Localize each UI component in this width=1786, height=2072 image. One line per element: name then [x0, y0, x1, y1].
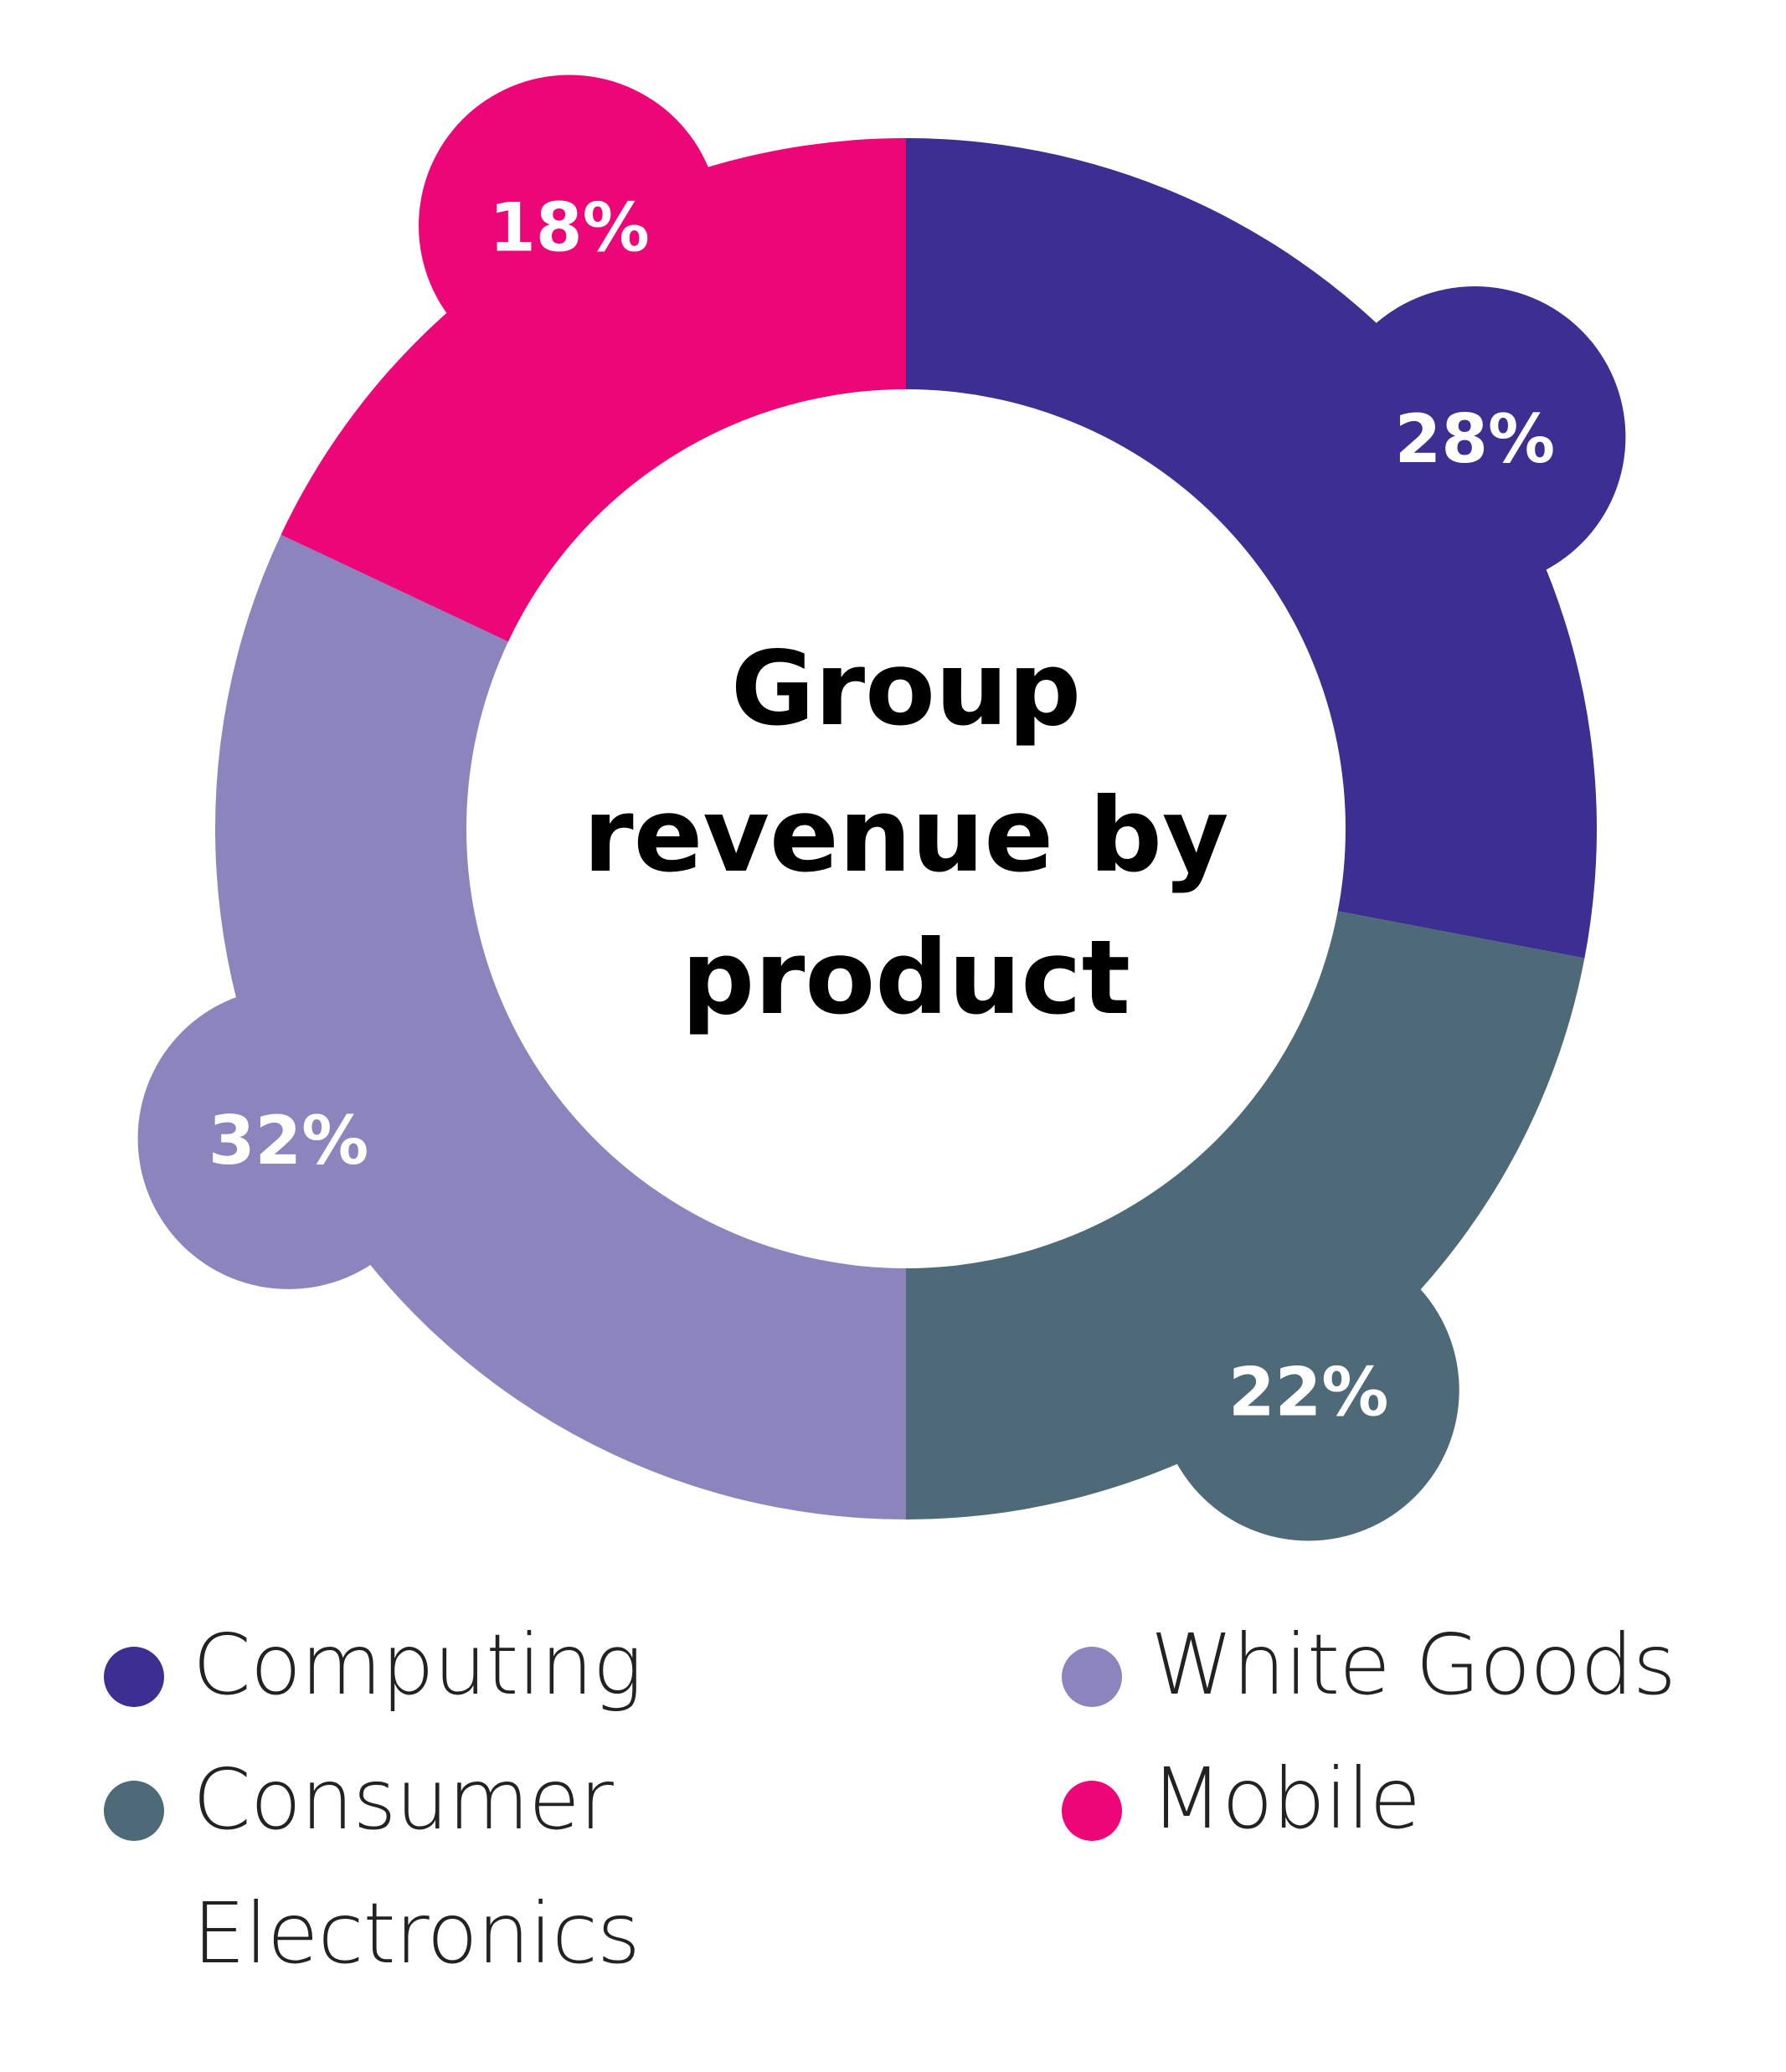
data-label-white-goods: 32%: [208, 1102, 368, 1180]
bubble-computing: [1324, 286, 1626, 589]
bubble-mobile: [419, 75, 721, 377]
chart-title-line-3: product: [682, 918, 1130, 1037]
legend-label-computing: Computing: [193, 1616, 643, 1714]
legend-item-consumer-electronics: Consumer Electronics: [104, 1751, 661, 2001]
legend-label-consumer-electronics: Consumer Electronics: [193, 1751, 641, 1982]
data-label-computing: 28%: [1395, 400, 1555, 478]
legend-item-mobile: Mobile: [1062, 1750, 1421, 1865]
data-label-mobile: 18%: [489, 189, 649, 267]
data-label-consumer-electronics: 22%: [1228, 1353, 1388, 1431]
chart-title-line-1: Group: [731, 630, 1081, 748]
legend-label-white-goods: White Goods: [1150, 1616, 1676, 1714]
legend-label-mobile: Mobile: [1150, 1750, 1421, 1848]
chart-title-line-2: revenue by: [584, 776, 1229, 895]
bubble-consumer-electronics: [1157, 1239, 1459, 1541]
bubble-white-goods: [137, 987, 440, 1289]
legend-swatch-consumer-electronics: [104, 1781, 164, 1841]
donut-chart: 28% 22% 32% 18% Group revenue by product: [137, 75, 1626, 1541]
legend-item-computing: Computing: [104, 1616, 643, 1731]
legend-swatch-computing: [104, 1647, 164, 1707]
legend-item-white-goods: White Goods: [1062, 1616, 1676, 1731]
legend-swatch-white-goods: [1062, 1647, 1122, 1707]
chart-legend: Computing Consumer Electronics White Goo…: [0, 1591, 1786, 2043]
donut-hole: [466, 389, 1346, 1268]
legend-swatch-mobile: [1062, 1781, 1122, 1841]
value-bubbles: 28% 22% 32% 18%: [137, 75, 1626, 1541]
chart-title: Group revenue by product: [584, 630, 1229, 1037]
